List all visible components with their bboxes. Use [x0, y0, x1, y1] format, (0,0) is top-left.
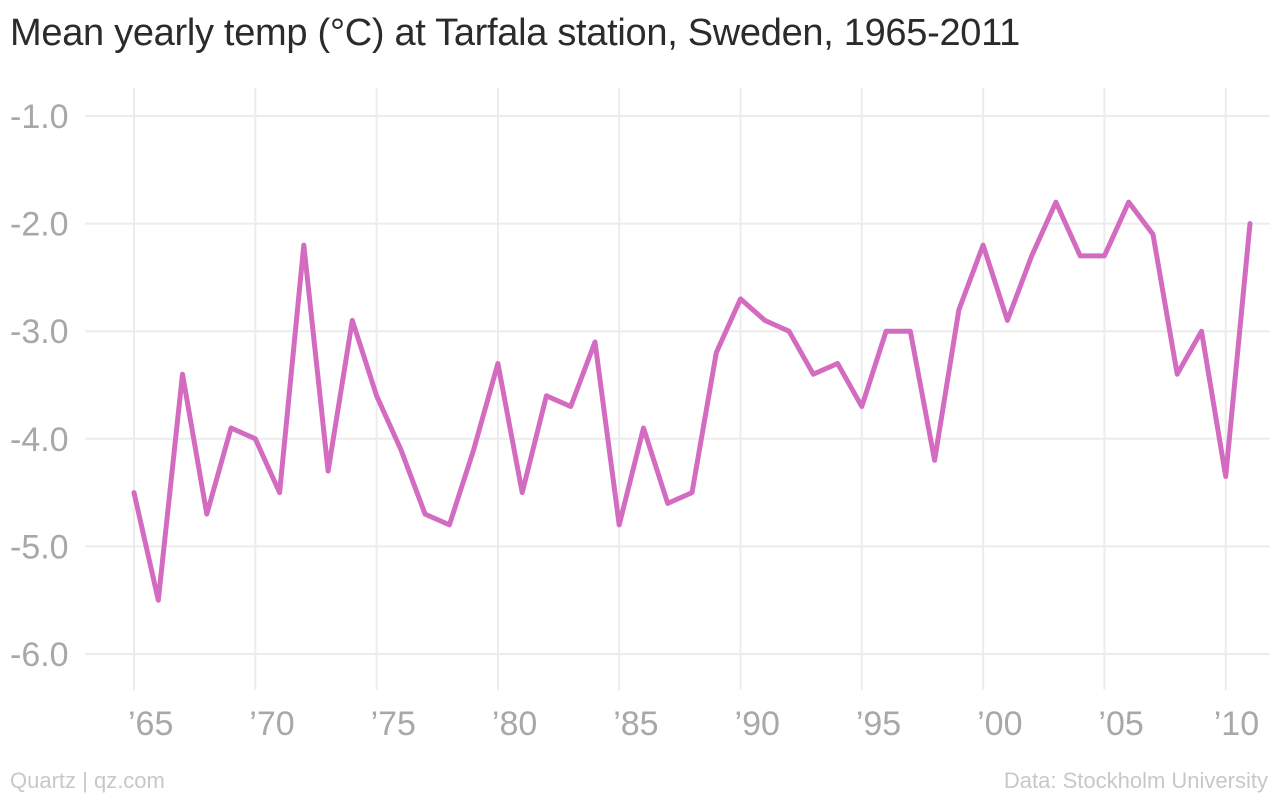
- y-gridlines: [85, 115, 1270, 655]
- x-tick-label: ’75: [371, 705, 416, 743]
- y-tick-label: -3.0: [10, 313, 69, 351]
- series-lines: [131, 199, 1253, 603]
- y-tick-label: -1.0: [10, 98, 69, 136]
- y-tick-labels: -1.0 -2.0 -3.0 -4.0 -5.0 -6.0: [10, 98, 69, 674]
- x-tick-label: ’65: [128, 705, 173, 743]
- x-tick-labels: ’65 ’70 ’75 ’80 ’85 ’90 ’95 ’00 ’05 ’10: [128, 705, 1259, 743]
- y-tick-label: -6.0: [10, 636, 69, 674]
- x-tick-label: ’70: [249, 705, 294, 743]
- y-tick-label: -4.0: [10, 421, 69, 459]
- x-tick-label: ’85: [613, 705, 658, 743]
- source-credit: Quartz | qz.com: [10, 768, 165, 793]
- series-line: [131, 199, 1253, 603]
- x-tick-label: ’80: [492, 705, 537, 743]
- data-source: Data: Stockholm University: [1003, 768, 1268, 793]
- x-tick-label: ’05: [1098, 705, 1143, 743]
- x-tick-label: ’90: [735, 705, 780, 743]
- x-tick-label: ’00: [977, 705, 1022, 743]
- x-tick-label: ’95: [856, 705, 901, 743]
- x-gridlines: [133, 88, 1227, 690]
- y-tick-label: -5.0: [10, 528, 69, 566]
- x-tick-label: ’10: [1214, 705, 1259, 743]
- chart-title: Mean yearly temp (°C) at Tarfala station…: [10, 12, 1020, 54]
- y-tick-label: -2.0: [10, 206, 69, 244]
